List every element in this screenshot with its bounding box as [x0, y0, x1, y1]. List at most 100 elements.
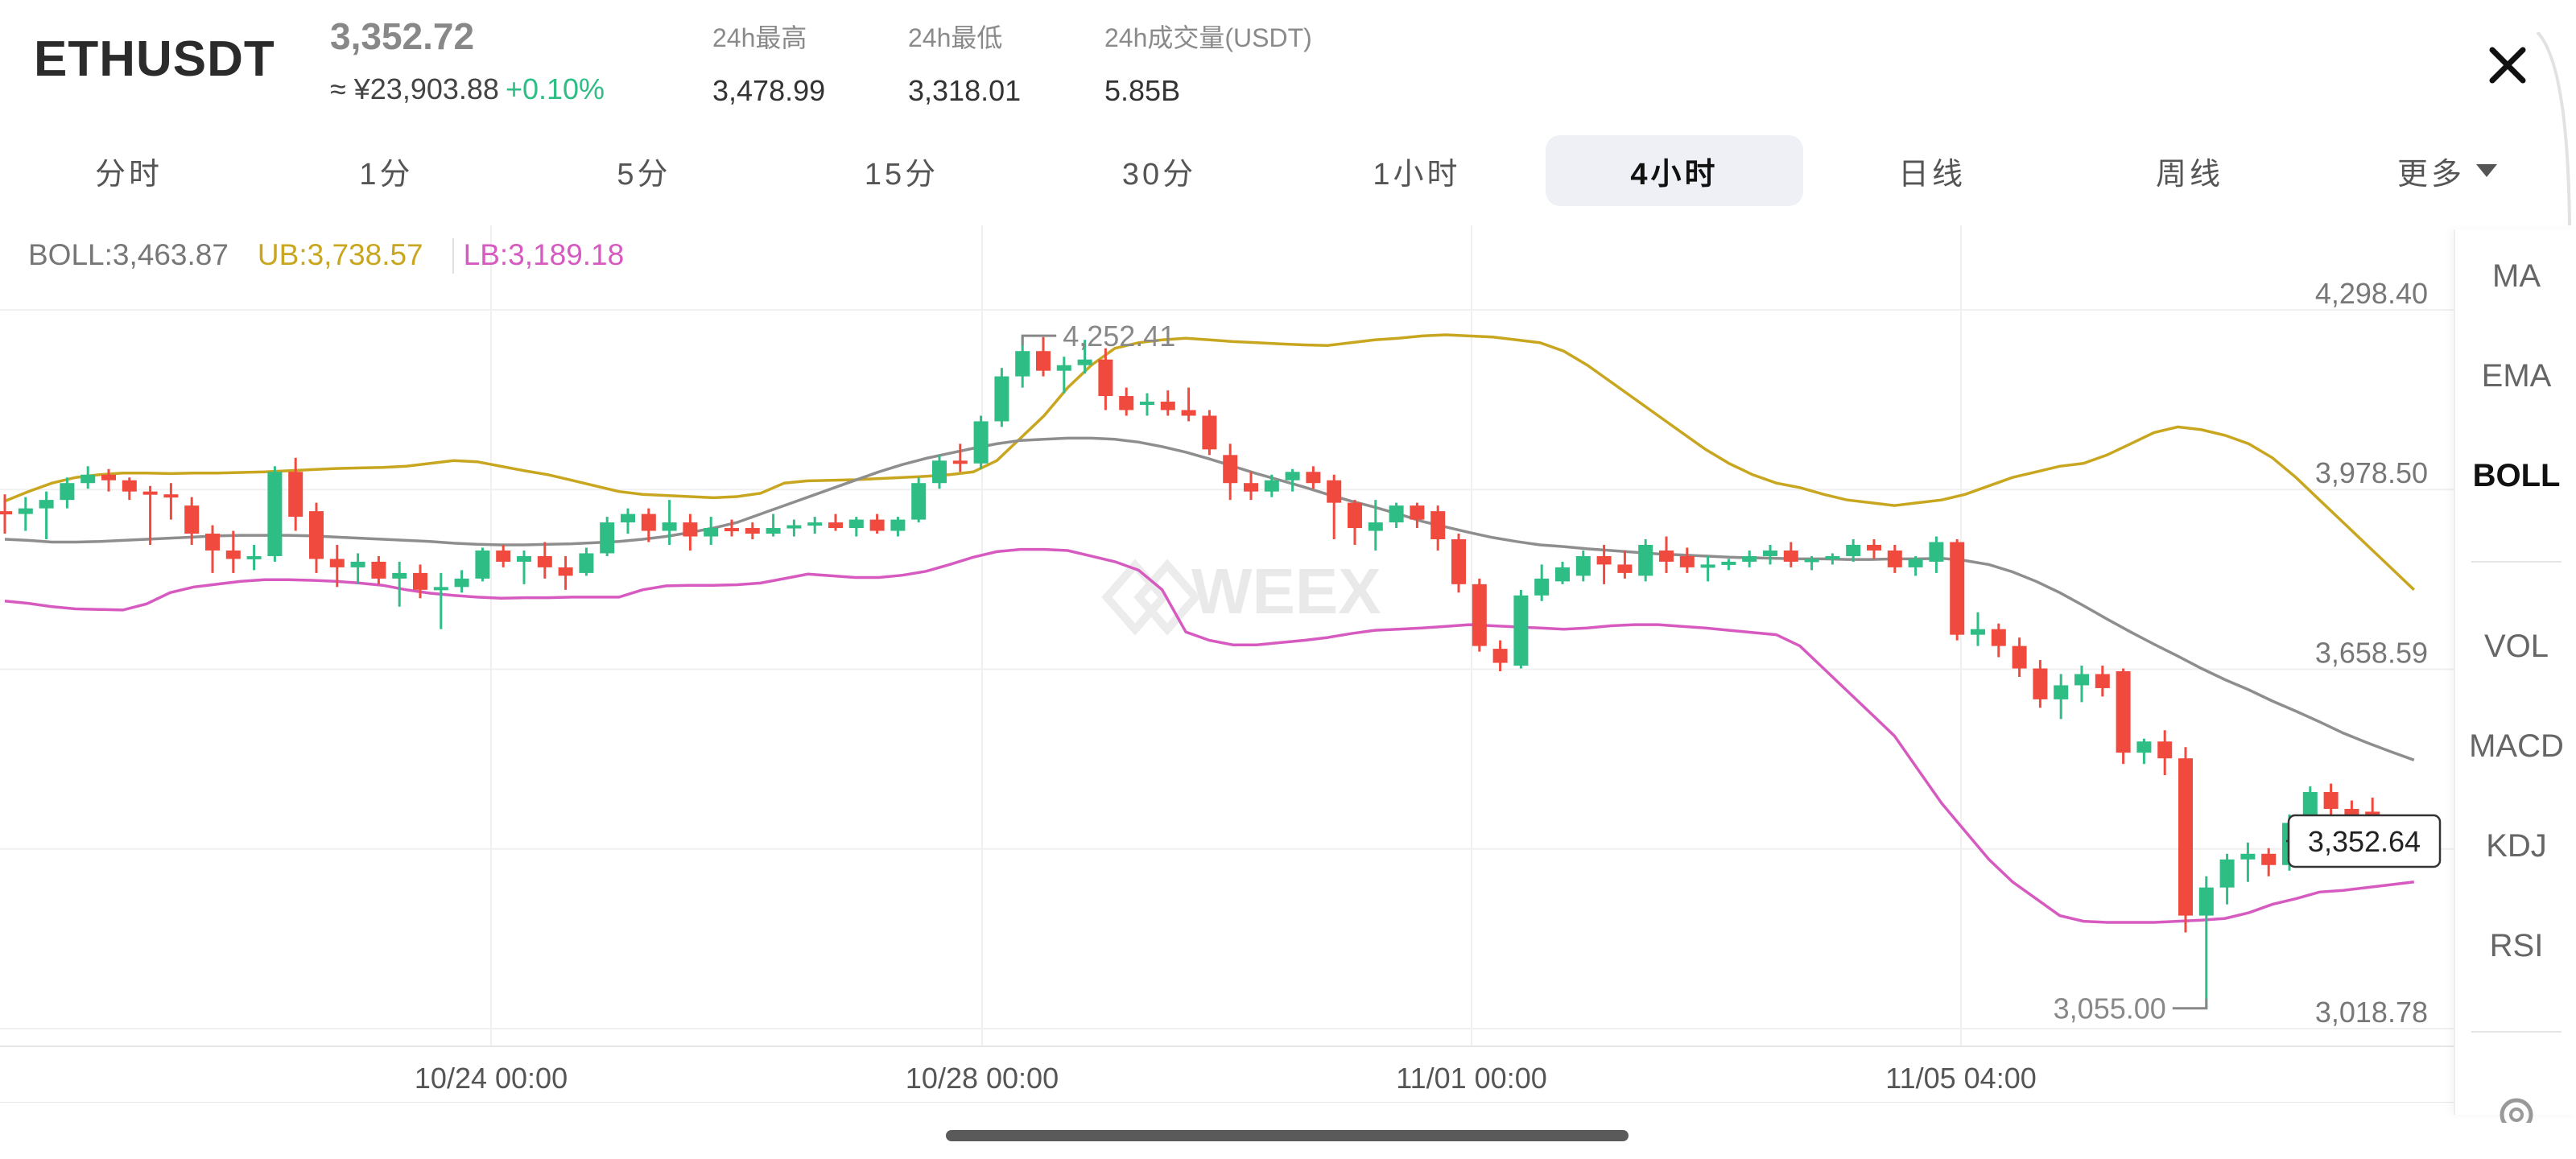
markers: 4,252.41 3,055.00 3,352.64 — [1021, 320, 2442, 1025]
candle-body — [184, 505, 200, 534]
candle-body — [1244, 483, 1258, 492]
candle-body — [1950, 542, 1965, 635]
candle-body — [413, 572, 427, 590]
candlestick-chart[interactable]: WEEX 4,252.41 3,055.00 3,352.64 4,298.40 3,… — [0, 225, 2455, 1103]
candle-body — [2116, 671, 2131, 753]
boll-ub-value: UB:3,738.57 — [257, 238, 423, 271]
tab-1d[interactable]: 日线 — [1897, 157, 1966, 192]
candle-body — [683, 522, 698, 537]
candle-body — [1763, 550, 1777, 556]
candle-body — [973, 421, 989, 464]
boll-lb-value: LB:3,189.18 — [463, 238, 625, 271]
candle-body — [1098, 359, 1113, 397]
last-price: 3,352.72 — [330, 15, 475, 57]
home-indicator — [946, 1130, 1629, 1141]
candle-body — [1202, 415, 1217, 450]
close-icon — [2489, 47, 2526, 84]
low-marker-line — [2172, 998, 2208, 1010]
candle-body — [1389, 505, 1404, 523]
tab-30m[interactable]: 30分 — [1121, 157, 1197, 192]
current-price-box — [2287, 814, 2442, 868]
candle-body — [142, 491, 158, 495]
candle-body — [2323, 792, 2339, 809]
candle-body — [1908, 559, 1923, 567]
tab-15m[interactable]: 15分 — [864, 157, 939, 192]
tab-5m[interactable]: 5分 — [617, 157, 671, 192]
candle-body — [2198, 887, 2214, 916]
indicator-kdj[interactable]: KDJ — [2486, 828, 2547, 864]
candle-body — [600, 522, 615, 554]
candle-body — [1991, 629, 2006, 646]
indicator-macd[interactable]: MACD — [2469, 728, 2564, 764]
candle-body — [288, 472, 303, 518]
indicator-ema[interactable]: EMA — [2481, 358, 2552, 394]
candle-body — [558, 567, 573, 576]
watermark-logo-icon — [1101, 559, 1201, 636]
indicator-rsi[interactable]: RSI — [2489, 928, 2544, 963]
indicator-vol[interactable]: VOL — [2483, 629, 2549, 664]
candle-body — [2054, 685, 2069, 699]
settings-gear-icon[interactable] — [2492, 1091, 2541, 1123]
current-price-label: 3,352.64 — [2308, 825, 2421, 858]
close-button[interactable] — [2471, 29, 2544, 101]
stat-label: 24h成交量(USDT) — [1104, 23, 1312, 52]
indicator-ma[interactable]: MA — [2492, 258, 2541, 294]
candle-body — [1410, 505, 1425, 520]
candle-body — [745, 528, 760, 534]
high-marker-line — [1021, 334, 1057, 346]
candle-body — [1596, 555, 1612, 565]
candle-body — [475, 550, 490, 579]
candle-body — [371, 561, 386, 579]
candle-body — [1264, 480, 1279, 492]
candle-body — [1140, 402, 1154, 406]
candle-body — [0, 511, 12, 515]
timeframe-tabs: 分时 1分 5分 15分 30分 1小时 4小时 日线 周线 更多 — [0, 135, 2576, 206]
candle-body — [163, 494, 179, 498]
tab-4h[interactable]: 4小时 — [1546, 135, 1803, 206]
candle-body — [267, 472, 283, 556]
divider — [2471, 1031, 2562, 1033]
candle-body — [1015, 351, 1030, 377]
candle-body — [101, 474, 116, 481]
candle-body — [1306, 472, 1321, 484]
candle-body — [911, 483, 927, 520]
candle-body — [1659, 550, 1674, 562]
candle-body — [517, 555, 531, 562]
candle-body — [1223, 455, 1238, 484]
candle-body — [537, 555, 552, 567]
candle-body — [848, 519, 864, 529]
indicator-boll[interactable]: BOLL — [2472, 458, 2561, 493]
tab-1w[interactable]: 周线 — [2155, 157, 2223, 192]
candle-body — [1929, 542, 1944, 562]
candle-body — [2261, 853, 2277, 865]
price-change: +0.10% — [505, 72, 605, 105]
candle-body — [1348, 502, 1362, 529]
tab-more[interactable]: 更多 — [2318, 135, 2576, 206]
cny-price-row: ≈ ¥23,903.88 +0.10% — [330, 72, 605, 106]
boll-mid-value: BOLL:3,463.87 — [28, 238, 229, 271]
candle-body — [225, 550, 241, 559]
candle-body — [309, 511, 324, 559]
tab-1h[interactable]: 1小时 — [1373, 157, 1461, 192]
candle-body — [2344, 808, 2359, 818]
tab-timeline[interactable]: 分时 — [94, 157, 163, 192]
boll-mid-line — [4, 436, 2415, 761]
candle-body — [1327, 480, 1342, 503]
watermark-text: WEEX — [1191, 555, 1381, 627]
divider — [452, 238, 454, 274]
candle-body — [2033, 668, 2048, 699]
candle-body — [890, 519, 906, 531]
candle-body — [786, 525, 802, 529]
candle-body — [1077, 359, 1092, 365]
candle-body — [1472, 584, 1487, 646]
candle-body — [621, 514, 635, 523]
candle-body — [2074, 674, 2089, 686]
low-price-label: 3,055.00 — [2054, 992, 2166, 1025]
candle-body — [766, 528, 781, 534]
boll-lines — [4, 333, 2416, 924]
stat-label: 24h最高 — [712, 23, 807, 52]
boll-values: BOLL:3,463.87 UB:3,738.57 LB:3,189.18 — [28, 238, 624, 274]
tab-1m[interactable]: 1分 — [359, 157, 414, 192]
screen-edge-curve — [2536, 32, 2571, 225]
candle-body — [1846, 544, 1861, 556]
